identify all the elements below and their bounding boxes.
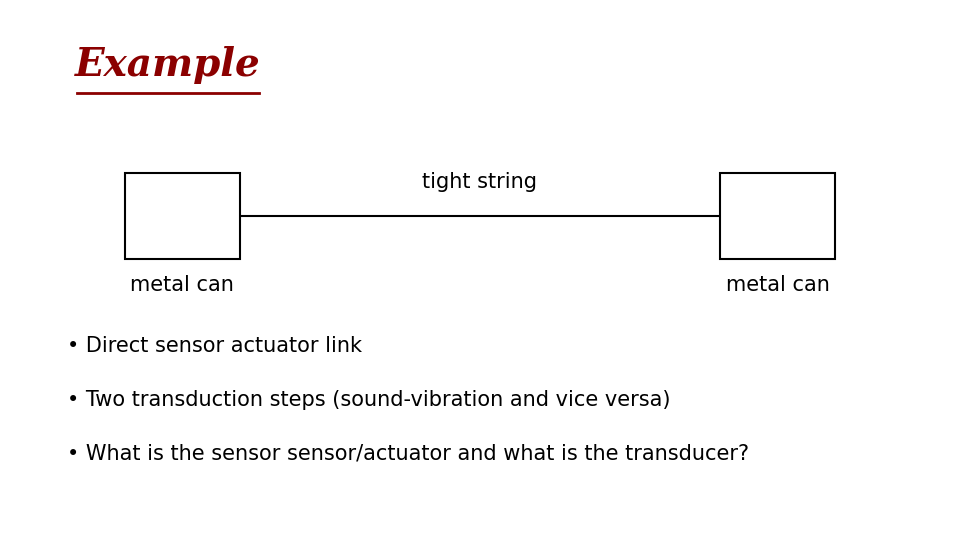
FancyBboxPatch shape [125,173,240,259]
Text: tight string: tight string [422,172,538,192]
Text: Example: Example [75,46,261,84]
Text: metal can: metal can [726,275,829,295]
Text: • Two transduction steps (sound-vibration and vice versa): • Two transduction steps (sound-vibratio… [67,389,671,410]
Text: • Direct sensor actuator link: • Direct sensor actuator link [67,335,362,356]
Text: • What is the sensor sensor/actuator and what is the transducer?: • What is the sensor sensor/actuator and… [67,443,750,464]
Text: metal can: metal can [131,275,234,295]
FancyBboxPatch shape [720,173,835,259]
